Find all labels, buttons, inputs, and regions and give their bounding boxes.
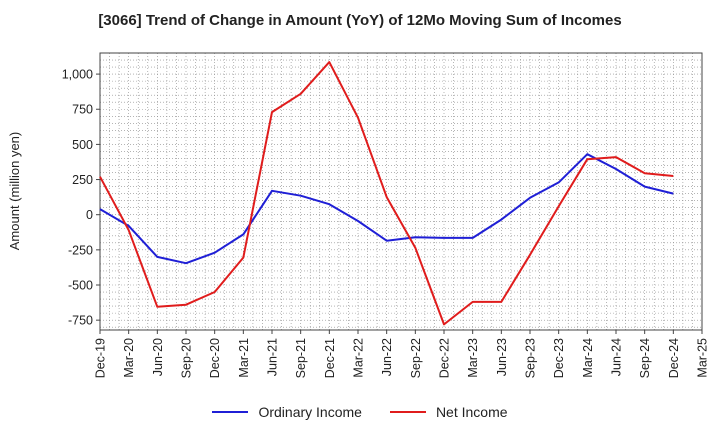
series-line-net-income [99,61,674,326]
series-line-ordinary-income [99,153,674,265]
chart-title: [3066] Trend of Change in Amount (YoY) o… [98,12,622,29]
y-tick-label: -250 [68,243,93,257]
y-tick-label: -750 [68,314,93,328]
x-tick-label: Jun-22 [380,338,394,376]
legend-swatch-net-income [389,411,426,413]
y-tick-label: -500 [68,279,93,293]
x-tick-label: Dec-23 [552,338,566,378]
y-tick-label: 500 [72,138,93,152]
y-axis-ticks: 1,000 750 500 250 0 -250 -500 -750 [62,68,100,328]
series-lines [99,61,674,326]
x-tick-label: Dec-21 [323,338,337,378]
x-tick-label: Dec-20 [208,338,222,378]
y-tick-label: 250 [72,173,93,187]
x-tick-label: Mar-21 [237,338,251,378]
x-tick-label: Jun-21 [266,338,280,376]
legend-swatch-ordinary-income [212,411,249,413]
x-tick-label: Mar-24 [581,338,595,378]
legend-item-ordinary-income: Ordinary Income [212,404,362,420]
legend-item-net-income: Net Income [389,404,508,420]
legend: Ordinary Income Net Income [0,404,720,420]
y-tick-label: 1,000 [62,68,93,82]
x-tick-label: Mar-25 [696,338,710,378]
x-tick-label: Sep-21 [294,338,308,378]
x-tick-label: Mar-23 [466,338,480,378]
x-tick-label: Mar-22 [352,338,366,378]
x-tick-label: Dec-22 [438,338,452,378]
legend-label-net-income: Net Income [435,404,508,420]
x-tick-label: Jun-20 [151,338,165,376]
x-tick-label: Sep-22 [409,338,423,378]
legend-label-ordinary-income: Ordinary Income [258,404,362,420]
plot-frame [99,52,703,331]
x-tick-label: Mar-20 [122,338,136,378]
y-tick-label: 0 [86,208,93,222]
y-axis-label: Amount (million yen) [7,132,22,251]
y-tick-label: 750 [72,103,93,117]
x-tick-label: Sep-20 [180,338,194,378]
x-axis-ticks: Dec-19 Mar-20 Jun-20 Sep-20 Dec-20 Mar-21 Jun-… [94,330,710,378]
x-tick-label: Sep-23 [524,338,538,378]
x-tick-label: Dec-19 [94,338,108,378]
x-tick-label: Jun-23 [495,338,509,376]
x-tick-label: Dec-24 [667,338,681,378]
x-tick-label: Jun-24 [610,338,624,376]
grid [100,52,702,330]
x-tick-label: Sep-24 [638,338,652,378]
